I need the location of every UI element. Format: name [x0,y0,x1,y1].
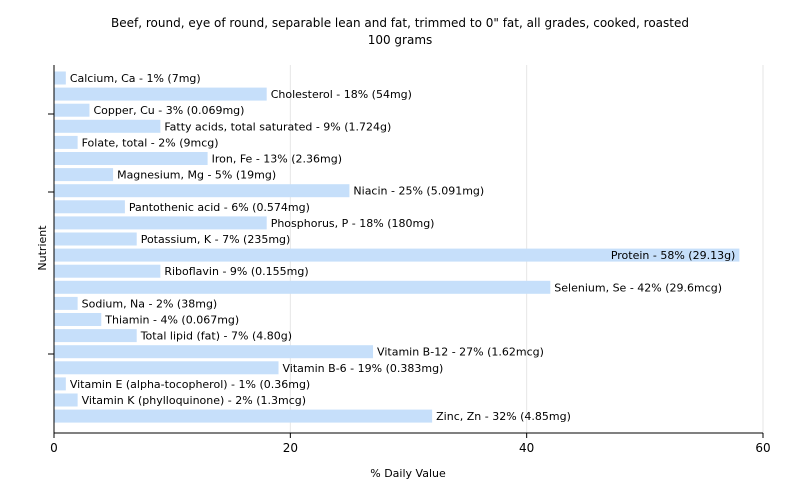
chart-subtitle: 100 grams [368,33,433,47]
bars [54,71,740,423]
bar [54,361,279,375]
bar-label: Phosphorus, P - 18% (180mg) [271,217,435,230]
bar-label: Selenium, Se - 42% (29.6mcg) [554,281,722,294]
bar [54,296,78,310]
bar-label: Magnesium, Mg - 5% (19mg) [117,169,276,182]
x-tick-label: 0 [50,441,58,455]
bar-label: Total lipid (fat) - 7% (4.80g) [140,330,292,343]
chart-title: Beef, round, eye of round, separable lea… [111,16,689,30]
bar [54,184,350,198]
bar-label: Copper, Cu - 3% (0.069mg) [93,104,244,117]
bar [54,200,125,214]
bar [54,248,740,262]
bar-label: Cholesterol - 18% (54mg) [271,88,412,101]
x-axis-label: % Daily Value [370,467,446,480]
bar [54,345,374,359]
axes: 0 20 40 60 [48,65,771,455]
bar-label: Folate, total - 2% (9mcg) [82,136,219,149]
bar [54,168,114,182]
bar-label: Fatty acids, total saturated - 9% (1.724… [164,120,391,133]
bar [54,103,90,117]
x-tick-label: 20 [283,441,298,455]
bar-label: Niacin - 25% (5.091mg) [353,185,484,198]
bar-label: Pantothenic acid - 6% (0.574mg) [129,201,310,214]
bar-label: Calcium, Ca - 1% (7mg) [70,72,201,85]
bar [54,152,208,165]
bar-label: Vitamin K (phylloquinone) - 2% (1.3mcg) [82,394,306,407]
bar [54,232,137,246]
x-tick-label: 40 [519,441,534,455]
y-axis-label: Nutrient [36,225,49,271]
bar [54,87,267,101]
bar [54,216,267,230]
bar [54,393,78,407]
bar [54,280,551,294]
bar [54,329,137,343]
bar [54,409,433,423]
bar-label: Vitamin E (alpha-tocopherol) - 1% (0.36m… [70,378,310,391]
bar [54,71,66,85]
bar-label: Sodium, Na - 2% (38mg) [82,297,218,310]
bar-label: Potassium, K - 7% (235mg) [141,233,291,246]
bar-label: Zinc, Zn - 32% (4.85mg) [436,410,571,423]
bar [54,264,161,278]
bar [54,377,66,391]
bar-label: Vitamin B-6 - 19% (0.383mg) [283,362,444,375]
bar [54,135,78,149]
bar-label: Thiamin - 4% (0.067mg) [104,314,239,327]
bar-labels: Calcium, Ca - 1% (7mg) Cholesterol - 18% … [70,72,736,423]
x-tick-label: 60 [755,441,770,455]
bar-label: Riboflavin - 9% (0.155mg) [164,265,308,278]
bar [54,119,161,133]
bar [54,313,102,326]
bar-label: Protein - 58% (29.13g) [611,249,736,262]
bar-label: Iron, Fe - 13% (2.36mg) [212,153,342,166]
bar-label: Vitamin B-12 - 27% (1.62mcg) [377,346,544,359]
